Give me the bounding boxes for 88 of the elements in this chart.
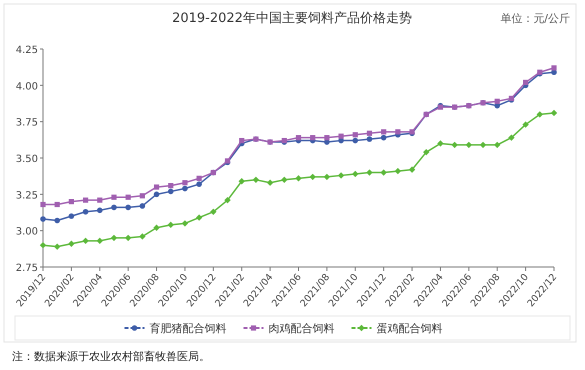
point (338, 134, 344, 139)
point (338, 172, 344, 179)
point (466, 142, 472, 148)
point (96, 238, 103, 244)
point (110, 234, 118, 242)
legend-label: 蛋鸡配合饲料 (376, 322, 442, 335)
point (68, 199, 74, 204)
point (266, 180, 274, 186)
point (324, 135, 330, 140)
point (111, 204, 117, 210)
point (140, 203, 146, 209)
point (394, 168, 402, 174)
point (324, 174, 330, 180)
point (437, 140, 444, 147)
point (82, 238, 89, 244)
point (82, 198, 88, 203)
point (139, 233, 146, 240)
point (182, 220, 188, 227)
point (182, 180, 188, 186)
point (310, 135, 316, 140)
point (124, 234, 132, 242)
point (40, 202, 46, 208)
point (153, 224, 160, 231)
point (196, 176, 202, 181)
point (111, 194, 117, 200)
point (54, 202, 60, 208)
point (182, 186, 188, 192)
text: 注：数据来源于农业农村部畜牧兽医局。 (12, 350, 210, 363)
point (451, 142, 458, 148)
point (154, 184, 160, 190)
legend-label: 育肥猪配合饲料 (150, 322, 226, 335)
point (154, 192, 160, 198)
point (366, 169, 373, 176)
point (352, 138, 358, 144)
point (536, 111, 544, 118)
point (68, 213, 74, 219)
point (494, 98, 500, 104)
point (140, 193, 145, 198)
point (196, 214, 202, 221)
y-tick-label: 2.75 (16, 263, 38, 274)
y-tick-label: 3.25 (16, 190, 38, 202)
point (40, 242, 46, 248)
point (480, 142, 486, 148)
point (54, 218, 60, 224)
point (40, 216, 46, 222)
point (550, 110, 558, 116)
point (523, 80, 528, 86)
point (68, 240, 75, 247)
point (494, 142, 500, 148)
point (295, 175, 302, 182)
point (380, 169, 387, 176)
point (296, 135, 302, 140)
point (168, 222, 174, 228)
y-tick-label: 3.50 (16, 154, 38, 165)
point (551, 65, 557, 70)
point (126, 194, 131, 200)
y-tick-label: 4.00 (16, 81, 38, 92)
y-tick-label: 4.25 (16, 45, 38, 56)
point (381, 129, 386, 134)
legend-label: 肉鸡配合饲料 (268, 322, 334, 335)
point (309, 174, 316, 180)
point (352, 132, 358, 138)
point (238, 178, 245, 184)
point (196, 181, 202, 187)
point (522, 121, 529, 128)
point (408, 166, 416, 173)
point (366, 130, 372, 136)
point (168, 188, 174, 194)
point (423, 148, 430, 156)
point (168, 183, 174, 188)
point (508, 134, 515, 141)
chart-subtitle: 单位：元/公斤 (500, 12, 570, 25)
point (239, 138, 244, 144)
point (96, 208, 103, 214)
y-tick-label: 3.00 (16, 226, 38, 238)
point (380, 134, 386, 140)
point (252, 176, 260, 183)
point (281, 176, 288, 183)
point (395, 129, 400, 134)
point (97, 198, 102, 203)
point (82, 208, 88, 215)
point (210, 208, 217, 215)
point (125, 204, 131, 210)
chart-title: 2019-2022年中国主要饲料产品价格走势 (172, 10, 412, 26)
point (224, 196, 231, 204)
y-tick-label: 3.75 (16, 118, 38, 129)
point (366, 136, 372, 142)
point (54, 243, 60, 250)
